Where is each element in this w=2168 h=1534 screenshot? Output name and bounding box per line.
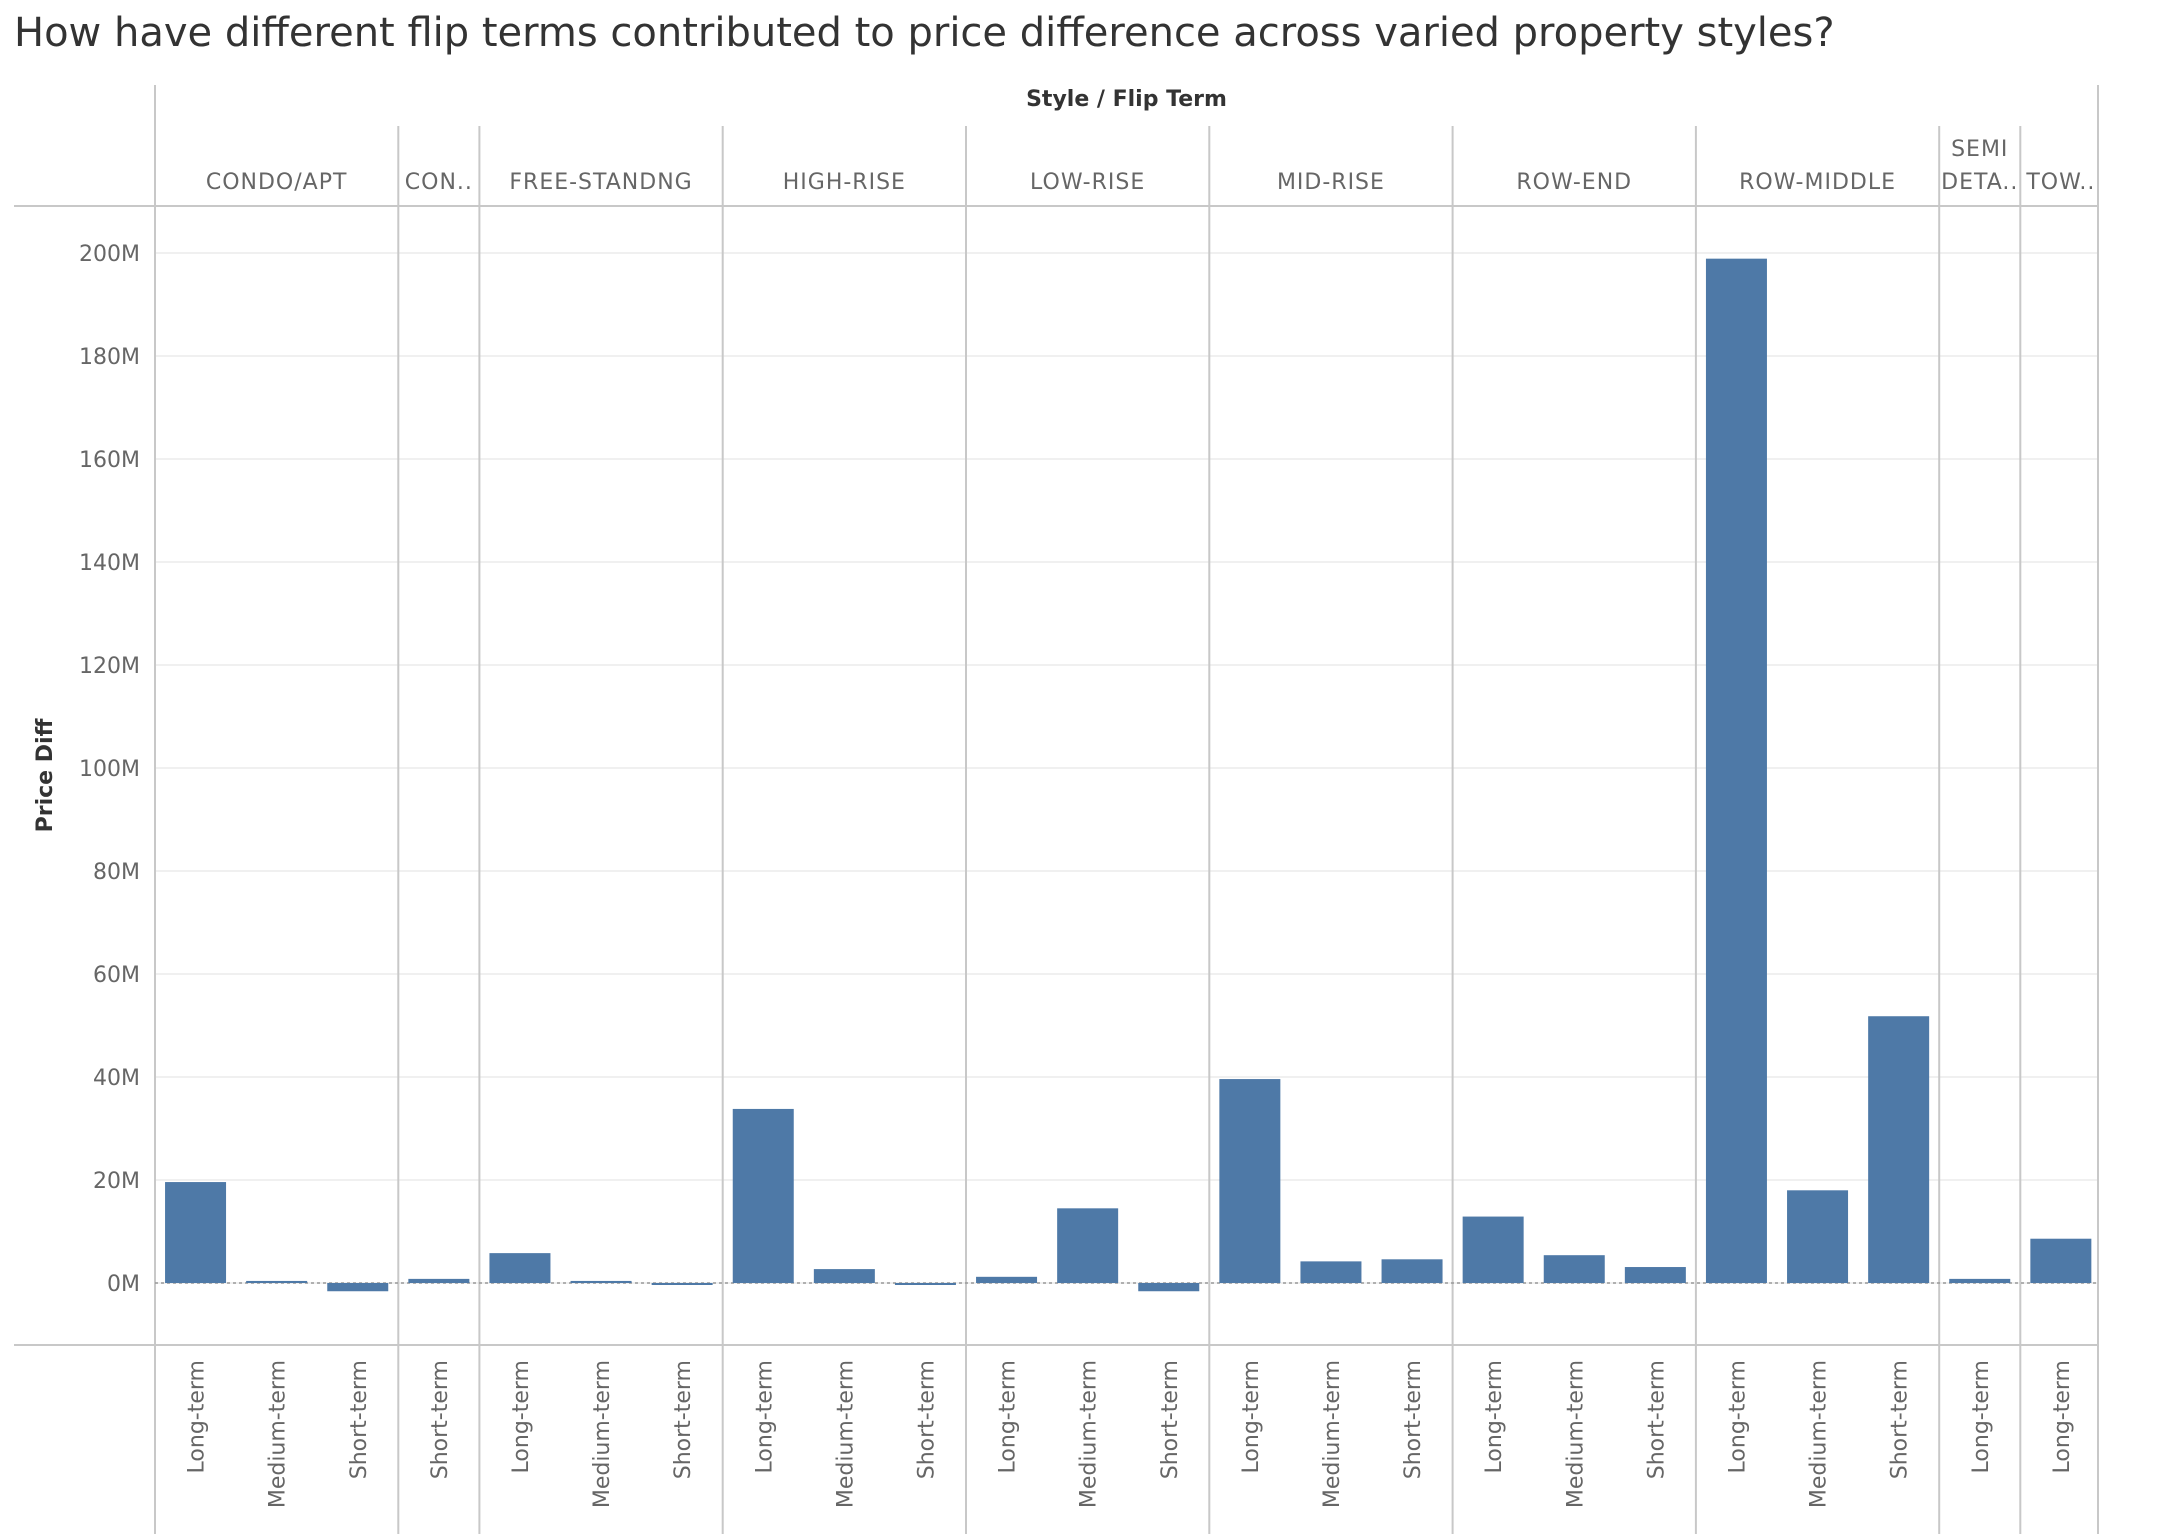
bar — [1543, 1255, 1605, 1283]
group-label: FREE-STANDNG — [509, 170, 692, 195]
y-tick-label: 60M — [93, 963, 140, 988]
x-tick-label: Medium-term — [266, 1360, 291, 1508]
x-tick-label: Medium-term — [1320, 1360, 1345, 1508]
y-tick-label: 140M — [79, 551, 140, 576]
header-label: Style / Flip Term — [1026, 87, 1227, 112]
page-title: How have different flip terms contribute… — [14, 10, 1835, 56]
y-tick-label: 20M — [93, 1169, 140, 1194]
group-label: MID-RISE — [1277, 170, 1385, 195]
x-tick-label: Long-term — [509, 1360, 534, 1473]
group-label: CONDO/APT — [206, 170, 348, 195]
bar — [732, 1108, 794, 1283]
x-tick-label: Short-term — [347, 1360, 372, 1479]
x-tick-label: Long-term — [752, 1360, 777, 1473]
y-tick-label: 0M — [107, 1272, 140, 1297]
x-tick-label: Long-term — [1969, 1360, 1994, 1473]
x-tick-label: Medium-term — [1563, 1360, 1588, 1508]
bar — [1462, 1216, 1524, 1283]
bar — [1057, 1208, 1119, 1283]
bar — [1624, 1267, 1686, 1283]
x-tick-label: Long-term — [2050, 1360, 2075, 1473]
x-tick-label: Long-term — [996, 1360, 1021, 1473]
x-tick-label: Long-term — [1482, 1360, 1507, 1473]
bar — [1949, 1278, 2011, 1283]
y-tick-label: 40M — [93, 1066, 140, 1091]
bar — [408, 1278, 470, 1283]
bar — [327, 1283, 389, 1292]
group-label: ROW-END — [1516, 170, 1632, 195]
y-tick-label: 100M — [79, 757, 140, 782]
group-label: SEMI — [1951, 137, 2008, 162]
x-tick-label: Short-term — [1644, 1360, 1669, 1479]
x-tick-label: Short-term — [1158, 1360, 1183, 1479]
x-tick-label: Short-term — [1401, 1360, 1426, 1479]
y-axis-title: Price Diff — [33, 717, 58, 832]
x-tick-label: Short-term — [1888, 1360, 1913, 1479]
group-label: HIGH-RISE — [783, 170, 906, 195]
bar — [813, 1269, 875, 1283]
bar — [1787, 1190, 1849, 1283]
x-tick-label: Short-term — [914, 1360, 939, 1479]
x-tick-label: Long-term — [1725, 1360, 1750, 1473]
y-tick-label: 160M — [79, 448, 140, 473]
y-tick-label: 80M — [93, 860, 140, 885]
x-tick-label: Long-term — [1239, 1360, 1264, 1473]
bar — [1705, 258, 1767, 1283]
x-tick-label: Short-term — [428, 1360, 453, 1479]
x-tick-label: Medium-term — [590, 1360, 615, 1508]
bar — [2030, 1238, 2092, 1283]
y-tick-label: 200M — [79, 242, 140, 267]
x-tick-label: Medium-term — [1807, 1360, 1832, 1508]
bar — [1381, 1259, 1443, 1283]
x-tick-label: Long-term — [185, 1360, 210, 1473]
x-tick-label: Short-term — [671, 1360, 696, 1479]
x-tick-label: Medium-term — [1077, 1360, 1102, 1508]
y-tick-label: 180M — [79, 345, 140, 370]
group-label: ROW-MIDDLE — [1739, 170, 1896, 195]
group-label: DETA.. — [1941, 170, 2018, 195]
bar — [651, 1283, 713, 1285]
bar — [1138, 1283, 1200, 1292]
bar — [246, 1280, 308, 1283]
bar — [1868, 1016, 1930, 1283]
bar — [976, 1276, 1038, 1283]
bar — [570, 1280, 632, 1283]
bar — [1300, 1261, 1362, 1283]
group-label: LOW-RISE — [1030, 170, 1145, 195]
y-tick-label: 120M — [79, 654, 140, 679]
bar — [165, 1182, 227, 1283]
bar — [1219, 1079, 1281, 1283]
group-label: TOW.. — [2025, 170, 2095, 195]
group-label: CON.. — [405, 170, 473, 195]
bar — [489, 1253, 551, 1283]
x-tick-label: Medium-term — [833, 1360, 858, 1508]
bar — [894, 1283, 956, 1285]
